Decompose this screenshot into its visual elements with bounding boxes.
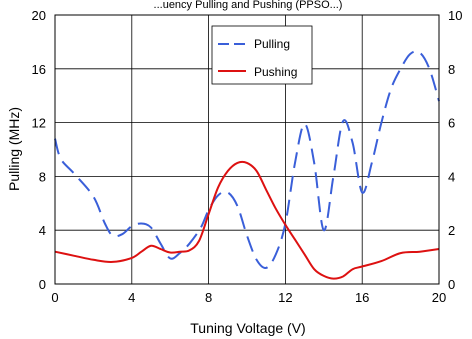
- y2-tick-label: 4: [448, 169, 455, 184]
- series-layer: [54, 50, 440, 280]
- y2-tick-label: 8: [448, 62, 455, 77]
- y2-tick-label: 6: [448, 116, 455, 131]
- plot-frame: [54, 14, 440, 285]
- x-tick-label: 8: [205, 290, 212, 305]
- y-tick-label: 4: [39, 223, 46, 238]
- y-axis-title: Pulling (MHz): [6, 107, 22, 191]
- x-axis-title: Tuning Voltage (V): [190, 320, 305, 336]
- series-line-pushing: [54, 160, 440, 280]
- x-tick-label: 16: [355, 290, 369, 305]
- x-tick-label: 20: [432, 290, 446, 305]
- y-tick-label: 16: [32, 62, 46, 77]
- legend-label-pulling: Pulling: [254, 37, 290, 51]
- y2-tick-label: 10: [448, 8, 462, 23]
- y2-tick-label: 2: [448, 223, 455, 238]
- legend-box: [211, 25, 313, 85]
- x-tick-label: 4: [128, 290, 135, 305]
- legend-label-pushing: Pushing: [254, 65, 297, 79]
- y-tick-label: 20: [32, 8, 46, 23]
- y-tick-label: 8: [39, 169, 46, 184]
- y2-tick-label: 0: [448, 277, 455, 292]
- y-tick-label: 0: [39, 277, 46, 292]
- chart-top-title: ...uency Pulling and Pushing (PPSO...): [154, 0, 343, 11]
- legend: Pulling Pushing: [211, 25, 313, 85]
- series-line-pulling: [54, 50, 440, 270]
- x-tick-label: 0: [51, 290, 58, 305]
- x-tick-label: 12: [278, 290, 292, 305]
- y-tick-label: 12: [32, 116, 46, 131]
